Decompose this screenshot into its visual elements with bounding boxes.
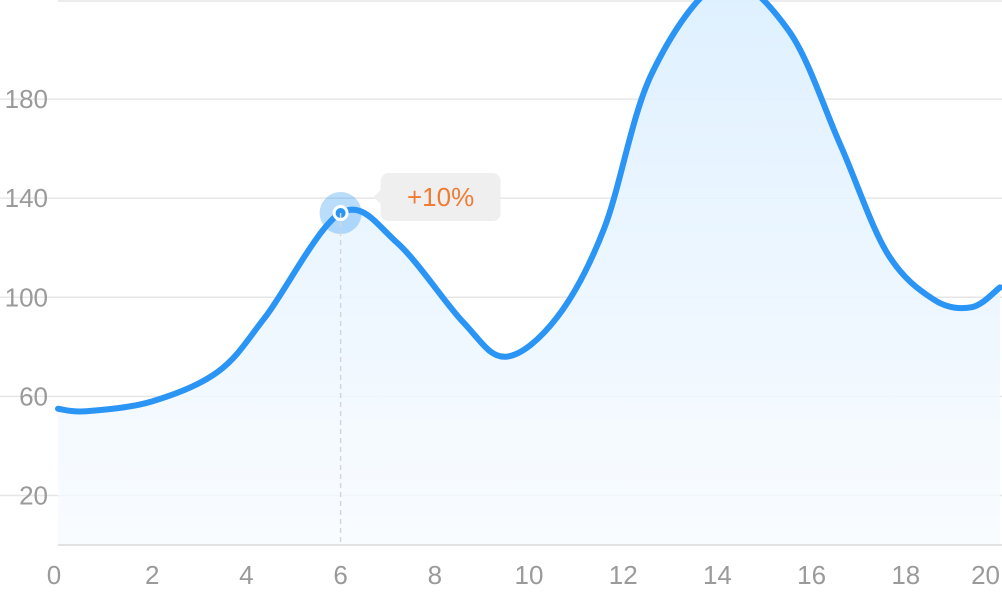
line-layer — [55, 0, 1002, 415]
x-tick-label: 10 — [515, 560, 544, 590]
x-tick-label: 20 — [971, 560, 1000, 590]
y-tick-label: 20 — [19, 480, 48, 510]
x-tick-label: 14 — [703, 560, 732, 590]
x-tick-label: 16 — [797, 560, 826, 590]
series-line — [55, 0, 1002, 415]
tooltip-label: +10% — [407, 182, 474, 212]
x-tick-label: 12 — [609, 560, 638, 590]
series-area — [58, 0, 1000, 545]
y-tick-label: 60 — [19, 381, 48, 411]
x-tick-label: 4 — [239, 560, 253, 590]
x-tick-label: 0 — [47, 560, 61, 590]
y-tick-label: 180 — [5, 84, 48, 114]
area-layer — [58, 0, 1000, 545]
x-tick-label: 18 — [891, 560, 920, 590]
x-tick-label: 2 — [145, 560, 159, 590]
axis-layer: 20 60 100 140 180 0 2 4 6 8 10 12 14 16 18 20 — [5, 84, 1002, 590]
x-tick-label: 8 — [428, 560, 442, 590]
y-tick-label: 140 — [5, 183, 48, 213]
y-tick-label: 100 — [5, 282, 48, 312]
annotation-layer: +10% — [339, 173, 501, 545]
tooltip-pointer — [373, 190, 381, 205]
tooltip-box — [380, 173, 501, 222]
x-tick-label: 6 — [333, 560, 347, 590]
